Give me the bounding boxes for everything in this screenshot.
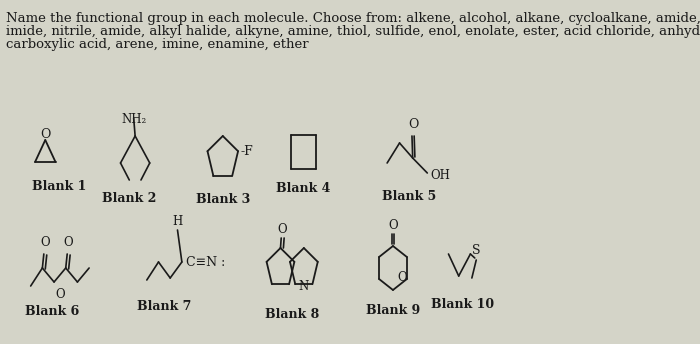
Text: Blank 3: Blank 3 <box>196 193 250 206</box>
Text: O: O <box>397 271 407 284</box>
Text: Blank 1: Blank 1 <box>32 180 87 193</box>
Text: O: O <box>63 236 73 249</box>
Text: carboxylic acid, arene, imine, enamine, ether: carboxylic acid, arene, imine, enamine, … <box>6 38 309 51</box>
Text: Blank 7: Blank 7 <box>137 300 192 313</box>
Text: O: O <box>389 219 398 232</box>
Text: O: O <box>41 236 50 249</box>
Text: Blank 5: Blank 5 <box>382 190 436 203</box>
Text: O: O <box>277 223 287 236</box>
Text: Blank 10: Blank 10 <box>430 298 494 311</box>
Text: imide, nitrile, amide, alkyl halide, alkyne, amine, thiol, sulfide, enol, enolat: imide, nitrile, amide, alkyl halide, alk… <box>6 25 700 38</box>
Text: Blank 2: Blank 2 <box>102 192 157 205</box>
Text: Blank 9: Blank 9 <box>366 304 420 317</box>
Text: Blank 6: Blank 6 <box>25 305 80 318</box>
Text: NH₂: NH₂ <box>121 113 146 126</box>
Text: Name the functional group in each molecule. Choose from: alkene, alcohol, alkane: Name the functional group in each molecu… <box>6 12 700 25</box>
Text: Blank 8: Blank 8 <box>265 308 319 321</box>
Text: N: N <box>299 279 309 292</box>
Text: H: H <box>172 215 183 228</box>
Text: S: S <box>472 244 480 257</box>
Text: Blank 4: Blank 4 <box>276 182 330 195</box>
Text: -F: -F <box>241 145 253 158</box>
Text: OH: OH <box>430 169 450 182</box>
Text: O: O <box>40 128 50 140</box>
Text: O: O <box>408 118 419 131</box>
Text: C≡N :: C≡N : <box>186 256 225 269</box>
Text: O: O <box>55 288 64 301</box>
